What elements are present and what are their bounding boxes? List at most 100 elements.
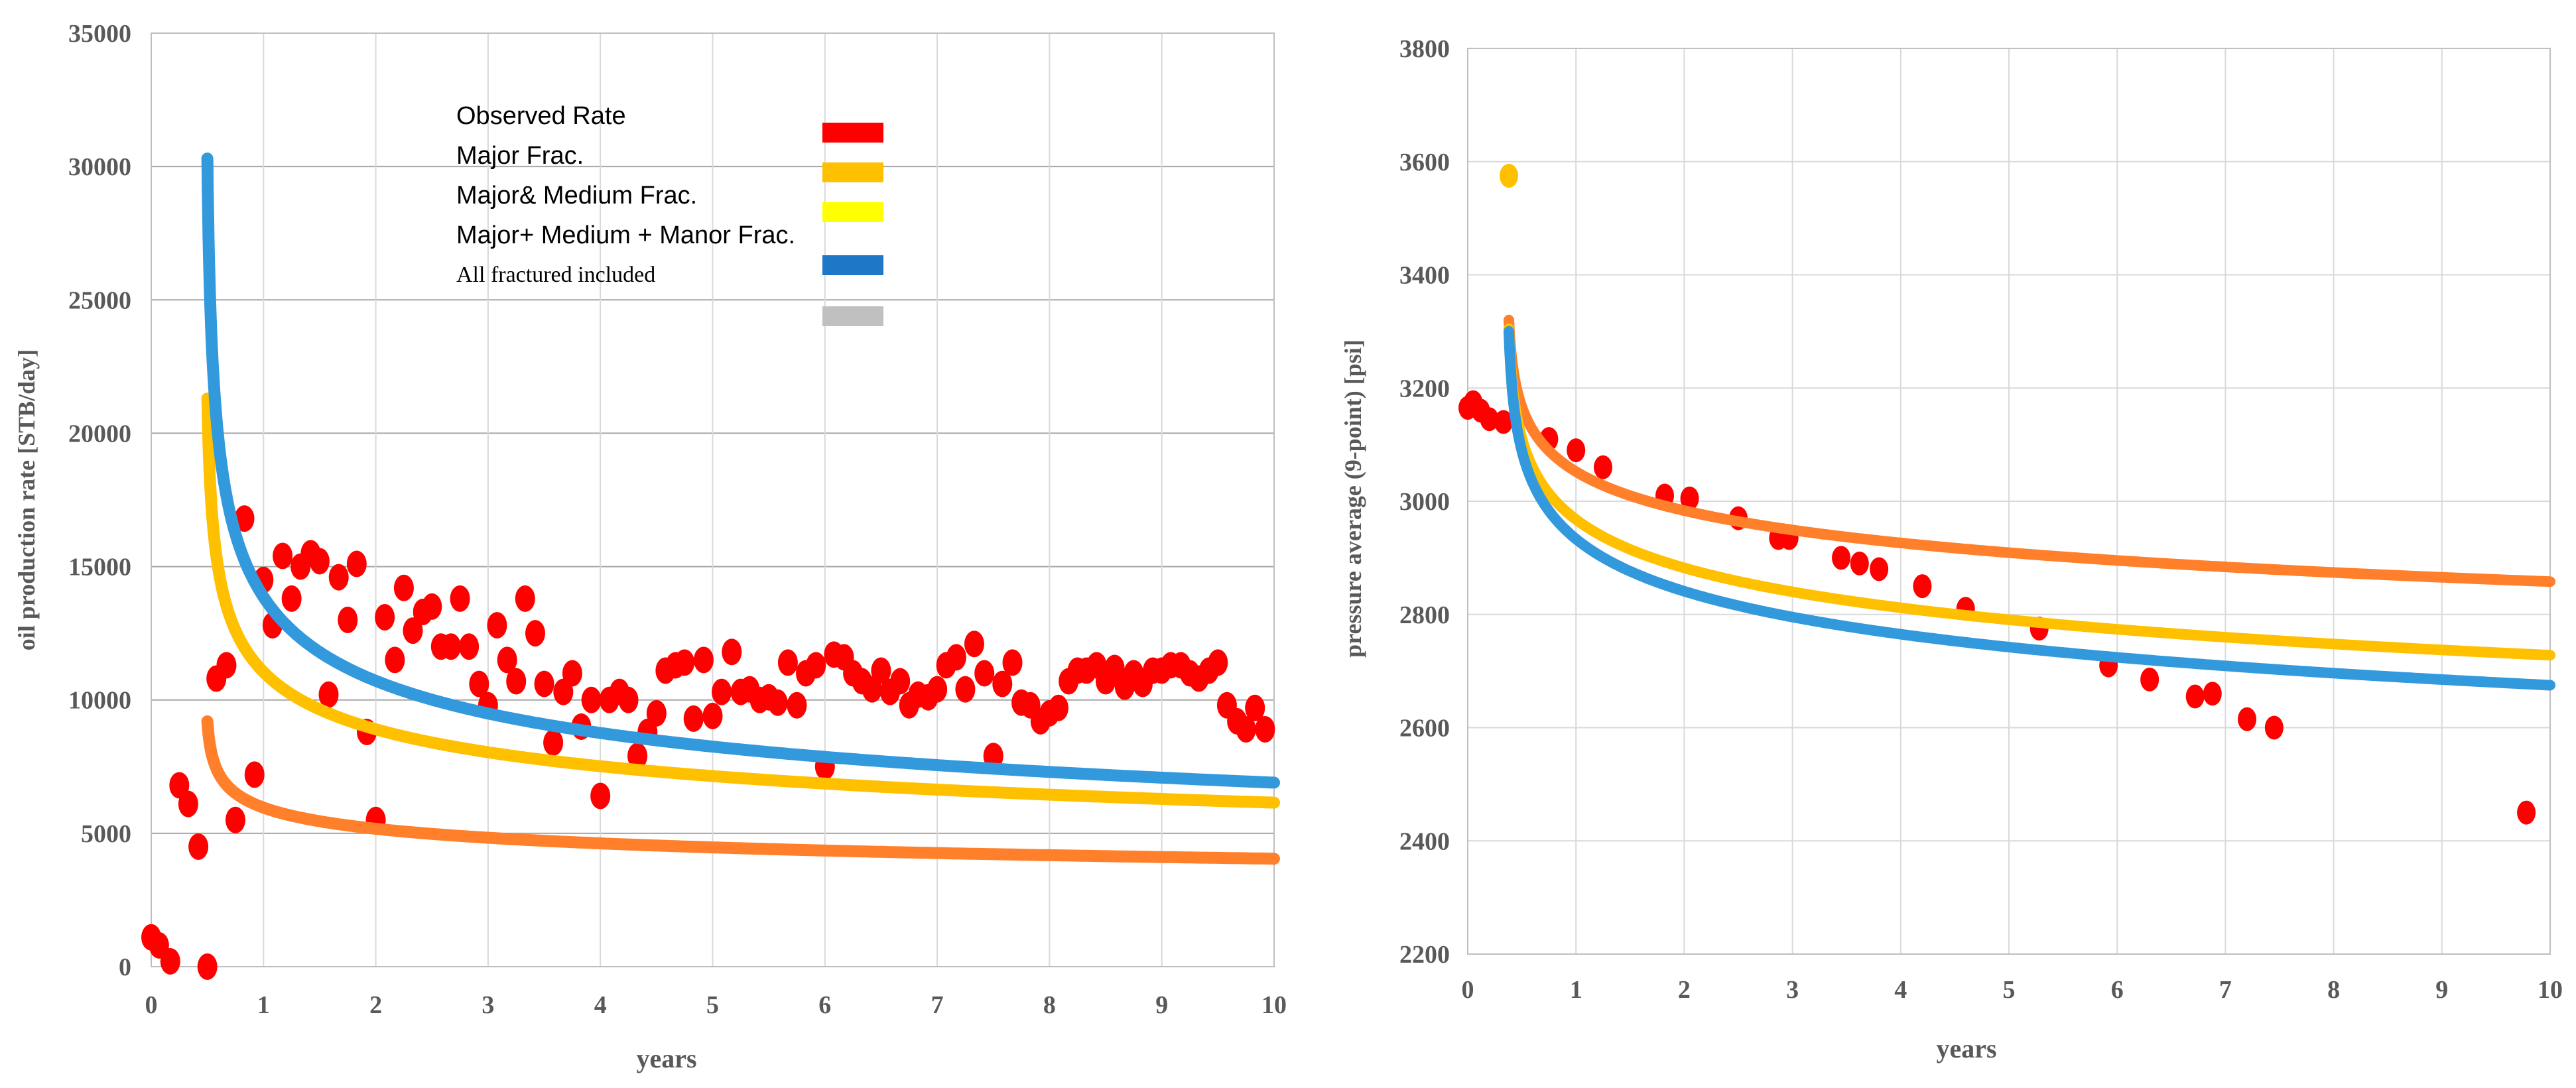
rate-series-observed-rate-point	[515, 585, 535, 612]
rate-x-ticks: 0 1 2 3 4 5 6 7 8 9 10	[145, 991, 1287, 1019]
pressure-series-major-medium-manor-frac	[1504, 326, 2555, 691]
rate-y-tick-label: 15000	[68, 554, 131, 581]
pressure-x-tick-label: 8	[2327, 976, 2340, 1004]
pressure-x-tick-label: 1	[1570, 976, 1582, 1004]
rate-series-observed-rate-point	[244, 761, 265, 788]
rate-legend: Observed Rate Major Frac. Major& Medium …	[456, 102, 883, 326]
pressure-series-observed-pressure-point	[2140, 667, 2159, 692]
rate-y-tick-label: 10000	[68, 687, 131, 715]
rate-x-tick-label: 4	[594, 991, 607, 1019]
rate-x-tick-label: 0	[145, 991, 158, 1019]
pressure-series-major-medium-manor-frac-line	[1504, 326, 2555, 691]
rate-series-observed-rate-point	[767, 689, 788, 716]
pressure-series-major-frac-line	[1504, 314, 2555, 587]
rate-series-observed-rate-point	[927, 676, 948, 703]
pressure-series-initial-point	[1500, 164, 1519, 188]
rate-plot-frame	[151, 32, 1275, 967]
rate-y-axis-title: oil production rate [STB/day]	[13, 349, 40, 650]
rate-series-observed-rate-point	[403, 617, 423, 644]
rate-y-tick-label: 20000	[68, 420, 131, 448]
rate-series-observed-rate-point	[441, 633, 462, 660]
rate-series-observed-rate-point	[309, 548, 330, 575]
rate-series-observed-rate-point	[459, 633, 480, 660]
rate-x-tick-label: 1	[257, 991, 270, 1019]
pressure-series-initial	[1500, 164, 1519, 188]
rate-series-observed-rate-point	[422, 593, 442, 620]
rate-series-observed-rate-point	[683, 705, 704, 732]
rate-series-observed-rate-point	[216, 652, 237, 679]
rate-series-major-frac	[201, 715, 1280, 865]
pressure-x-tick-label: 7	[2219, 976, 2232, 1004]
pressure-y-tick-label: 3000	[1399, 488, 1450, 516]
rate-series-observed-rate-point	[469, 670, 489, 697]
pressure-series-layer	[1458, 164, 2555, 825]
rate-series-observed-rate-point	[946, 644, 966, 671]
legend-label-observed-rate: Observed Rate	[456, 102, 626, 130]
rate-y-ticks: 0 5000 10000 15000 20000 25000 30000 35000	[68, 20, 131, 981]
rate-series-observed-rate-point	[506, 668, 527, 695]
legend-label-major-frac: Major Frac.	[456, 142, 584, 170]
rate-series-observed-rate-point	[328, 564, 349, 591]
pressure-series-observed-pressure-point	[1680, 486, 1699, 511]
rate-series-observed-rate-point	[1255, 715, 1275, 743]
pressure-series-observed-pressure-point	[1480, 407, 1499, 432]
rate-series-observed-rate-point	[712, 678, 732, 705]
legend-swatch	[822, 306, 883, 326]
pressure-y-tick-label: 2400	[1399, 827, 1450, 855]
pressure-series-observed-pressure	[1458, 390, 2536, 825]
rate-series-observed-rate-point	[787, 692, 807, 719]
rate-series-observed-rate-point	[1245, 694, 1265, 721]
rate-x-tick-label: 10	[1261, 991, 1287, 1019]
pressure-y-tick-label: 2800	[1399, 601, 1450, 629]
pressure-x-axis-title: years	[1936, 1034, 1996, 1063]
rate-series-observed-rate-point	[281, 585, 302, 612]
pressure-x-tick-label: 9	[2435, 976, 2448, 1004]
rate-series-observed-rate-point	[955, 676, 976, 703]
pressure-y-tick-label: 2600	[1399, 715, 1450, 743]
rate-series-observed-rate-point	[627, 743, 648, 770]
rate-series-observed-rate-point	[534, 670, 554, 697]
pressure-series-major-medium-frac	[1504, 323, 2555, 661]
rate-series-observed-rate-point	[273, 542, 293, 570]
rate-series-observed-rate-point	[1208, 649, 1228, 676]
rate-x-axis-title: years	[636, 1044, 696, 1073]
rate-chart: 0 5000 10000 15000 20000 25000 30000 35000 0 1 2 3…	[13, 20, 1287, 1073]
pressure-series-observed-pressure-point	[1850, 551, 1869, 575]
legend-swatch	[822, 123, 883, 143]
pressure-y-ticks: 2200 2400 2600 2800 3000 3200 3400 3600 3800	[1399, 35, 1450, 969]
rate-series-observed-rate-point	[346, 550, 367, 577]
rate-x-tick-label: 3	[482, 991, 494, 1019]
rate-series-major-medium-frac	[201, 393, 1280, 809]
pressure-series-major-medium-frac-line	[1504, 323, 2555, 661]
rate-series-observed-rate-point	[197, 953, 218, 980]
rate-series-observed-rate	[141, 505, 1275, 980]
rate-series-observed-rate-point	[992, 670, 1013, 697]
rate-series-major-medium-manor-frac-line	[201, 152, 1280, 789]
rate-x-tick-label: 2	[369, 991, 382, 1019]
rate-series-observed-rate-point	[160, 947, 180, 975]
rate-series-observed-rate-point	[590, 782, 611, 810]
rate-series-observed-rate-point	[722, 638, 742, 666]
pressure-series-observed-pressure-point	[1567, 438, 1586, 463]
rate-x-tick-label: 5	[706, 991, 719, 1019]
rate-series-observed-rate-point	[318, 681, 339, 708]
rate-series-observed-rate-point	[178, 790, 198, 817]
rate-series-observed-rate-point	[806, 652, 826, 679]
rate-series-observed-rate-point	[675, 649, 695, 676]
rate-series-observed-rate-point	[974, 660, 995, 687]
pressure-series-observed-pressure-point	[1913, 574, 1932, 599]
legend-swatch	[822, 202, 883, 222]
pressure-series-observed-pressure-point	[2203, 682, 2222, 706]
rate-series-observed-rate-point	[693, 646, 714, 674]
legend-swatch	[822, 255, 883, 275]
legend-label-major-medium-frac: Major& Medium Frac.	[456, 182, 697, 210]
rate-y-tick-label: 5000	[81, 820, 131, 848]
rate-series-observed-rate-point	[225, 806, 245, 833]
pressure-series-observed-pressure-point	[1494, 410, 1513, 434]
rate-x-tick-label: 9	[1155, 991, 1168, 1019]
rate-series-observed-rate-point	[338, 607, 358, 634]
rate-y-tick-label: 25000	[68, 286, 131, 314]
legend-label-all-fractured: All fractured included	[456, 263, 655, 287]
rate-series-major-medium-frac-line	[201, 393, 1280, 809]
